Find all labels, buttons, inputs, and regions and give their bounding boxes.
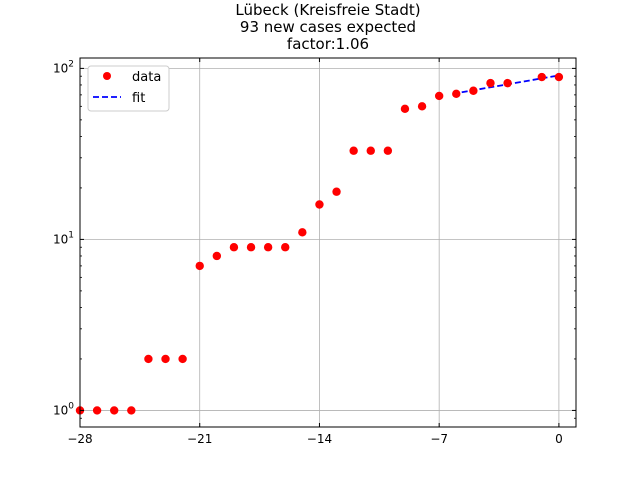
- y-axis-ticks: 100 101 102: [53, 59, 576, 428]
- data-point: [332, 187, 341, 196]
- data-point: [263, 243, 273, 252]
- data-point: [486, 78, 495, 88]
- data-point: [434, 91, 444, 101]
- data-points: [75, 72, 564, 415]
- data-point: [246, 243, 256, 252]
- data-point: [229, 243, 239, 252]
- data-point: [366, 146, 375, 155]
- data-point: [110, 406, 119, 415]
- x-tick-label: −21: [187, 432, 212, 446]
- data-point: [161, 354, 170, 364]
- data-point: [195, 261, 204, 271]
- data-point: [298, 228, 307, 237]
- data-point: [315, 200, 324, 209]
- data-point: [503, 78, 512, 88]
- chart-title-line-3: factor:1.06: [287, 35, 369, 53]
- legend: data fit: [87, 65, 170, 112]
- data-point: [383, 146, 393, 155]
- data-point: [144, 354, 153, 364]
- grid: [79, 58, 576, 427]
- x-tick-label: 0: [555, 432, 563, 446]
- data-point: [92, 406, 102, 415]
- data-point: [127, 406, 136, 415]
- x-tick-label: −28: [67, 432, 92, 446]
- axes-frame: [79, 57, 577, 428]
- data-point: [554, 72, 564, 82]
- x-tick-label: −14: [307, 432, 332, 446]
- legend-data-label: data: [132, 70, 161, 85]
- data-point: [281, 243, 290, 252]
- legend-data-marker: [103, 72, 111, 80]
- x-axis-ticks: −28 −21 −14 −7 0: [67, 58, 563, 446]
- data-point: [212, 251, 222, 261]
- y-tick-label: 100: [53, 401, 74, 417]
- chart-title-line-2: 93 new cases expected: [240, 18, 416, 36]
- y-tick-label: 102: [53, 59, 74, 75]
- data-point: [349, 146, 358, 155]
- data-point: [469, 86, 478, 95]
- x-tick-label: −7: [430, 432, 448, 446]
- data-point: [400, 104, 410, 114]
- plot-frame: [79, 57, 577, 428]
- data-point: [537, 72, 546, 82]
- chart-title-line-1: Lübeck (Kreisfreie Stadt): [235, 1, 420, 19]
- data-point: [452, 89, 461, 99]
- data-point: [178, 354, 187, 364]
- data-point: [417, 102, 427, 111]
- legend-fit-label: fit: [132, 91, 145, 106]
- y-tick-label: 101: [53, 230, 74, 246]
